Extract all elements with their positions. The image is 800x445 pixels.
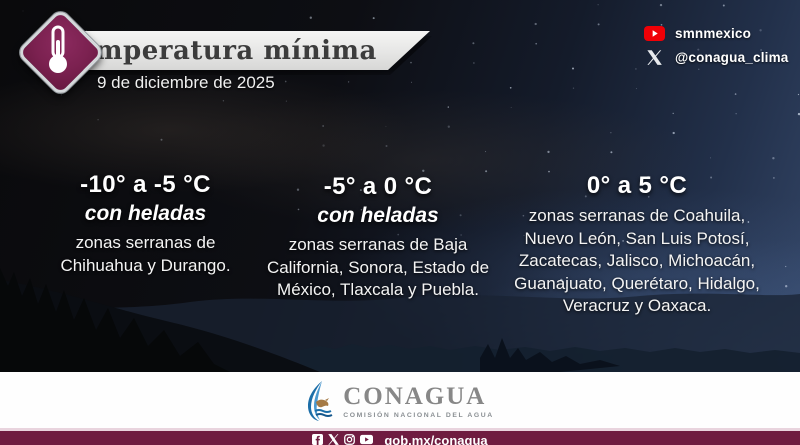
conagua-caption: COMISIÓN NACIONAL DEL AGUA	[343, 411, 494, 419]
center-trees	[480, 338, 620, 372]
youtube-handle: smnmexico	[675, 26, 752, 41]
instagram-icon	[344, 434, 356, 445]
divider-line	[0, 428, 800, 431]
temp-column-coldest: -10° a -5 °C con heladas zonas serranas …	[48, 171, 243, 277]
regions-text: zonas serranas de Chihuahua y Durango.	[60, 233, 231, 275]
social-handles: smnmexico @conagua_clima	[644, 25, 789, 66]
gobmx-url[interactable]: gob.mx/conagua	[384, 433, 488, 445]
x-handle-row[interactable]: @conagua_clima	[644, 49, 789, 66]
thermometer-icon	[49, 25, 67, 73]
temp-column-mildest: 0° a 5 °C zonas serranas de Coahuila, Nu…	[508, 172, 766, 318]
footer-band: CONAGUA COMISIÓN NACIONAL DEL AGUA	[0, 372, 800, 428]
temp-column-middle: -5° a 0 °C con heladas zonas serranas de…	[262, 173, 494, 302]
date-label: 9 de diciembre de 2025	[97, 73, 275, 92]
youtube-handle-row[interactable]: smnmexico	[644, 25, 789, 42]
bottom-bar: gob.mx/conagua	[0, 431, 800, 445]
right-treeline	[300, 344, 800, 372]
conagua-wordmark-block: CONAGUA COMISIÓN NACIONAL DEL AGUA	[343, 384, 494, 419]
temp-range: -10° a -5 °C	[80, 171, 211, 198]
x-icon	[644, 50, 665, 66]
youtube-icon	[360, 434, 374, 445]
frost-note: con heladas	[84, 202, 207, 225]
page-title: Temperatura mínima	[61, 35, 377, 66]
footer-social-icons	[312, 434, 374, 445]
facebook-icon	[312, 434, 324, 445]
frost-note: con heladas	[317, 204, 439, 227]
regions-text: zonas serranas de Baja California, Sonor…	[266, 235, 490, 300]
tree-silhouettes	[0, 268, 230, 372]
x-handle: @conagua_clima	[675, 50, 789, 65]
youtube-icon	[644, 26, 665, 41]
bottom-bar-content: gob.mx/conagua	[0, 434, 800, 445]
regions-text: zonas serranas de Coahuila, Nuevo León, …	[514, 206, 760, 316]
temp-range: -5° a 0 °C	[323, 173, 433, 200]
conagua-wordmark: CONAGUA	[343, 382, 487, 410]
mountain-landscape	[0, 268, 800, 372]
conagua-logo: CONAGUA COMISIÓN NACIONAL DEL AGUA	[306, 380, 494, 422]
conagua-drop-icon	[308, 381, 333, 421]
x-icon	[328, 434, 340, 445]
temp-range: 0° a 5 °C	[586, 172, 688, 199]
title-banner: Temperatura mínima	[52, 31, 430, 70]
